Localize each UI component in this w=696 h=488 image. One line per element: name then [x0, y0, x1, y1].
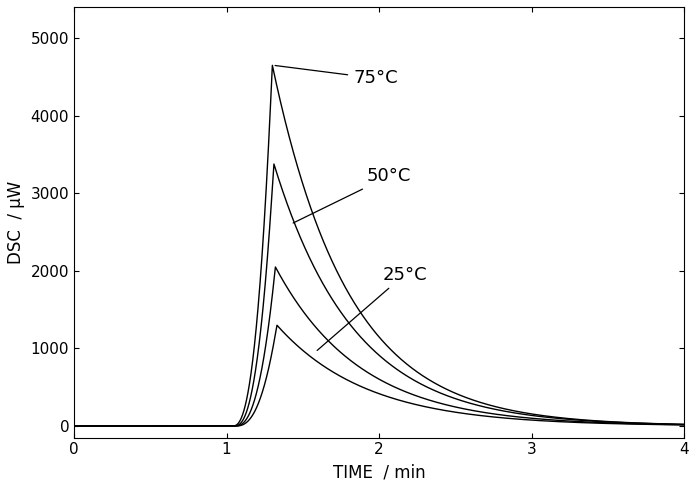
- Text: 25°C: 25°C: [317, 265, 427, 350]
- Y-axis label: DSC  / μW: DSC / μW: [7, 181, 25, 264]
- Text: 50°C: 50°C: [293, 167, 411, 223]
- X-axis label: TIME  / min: TIME / min: [333, 463, 425, 481]
- Text: 75°C: 75°C: [275, 65, 398, 87]
